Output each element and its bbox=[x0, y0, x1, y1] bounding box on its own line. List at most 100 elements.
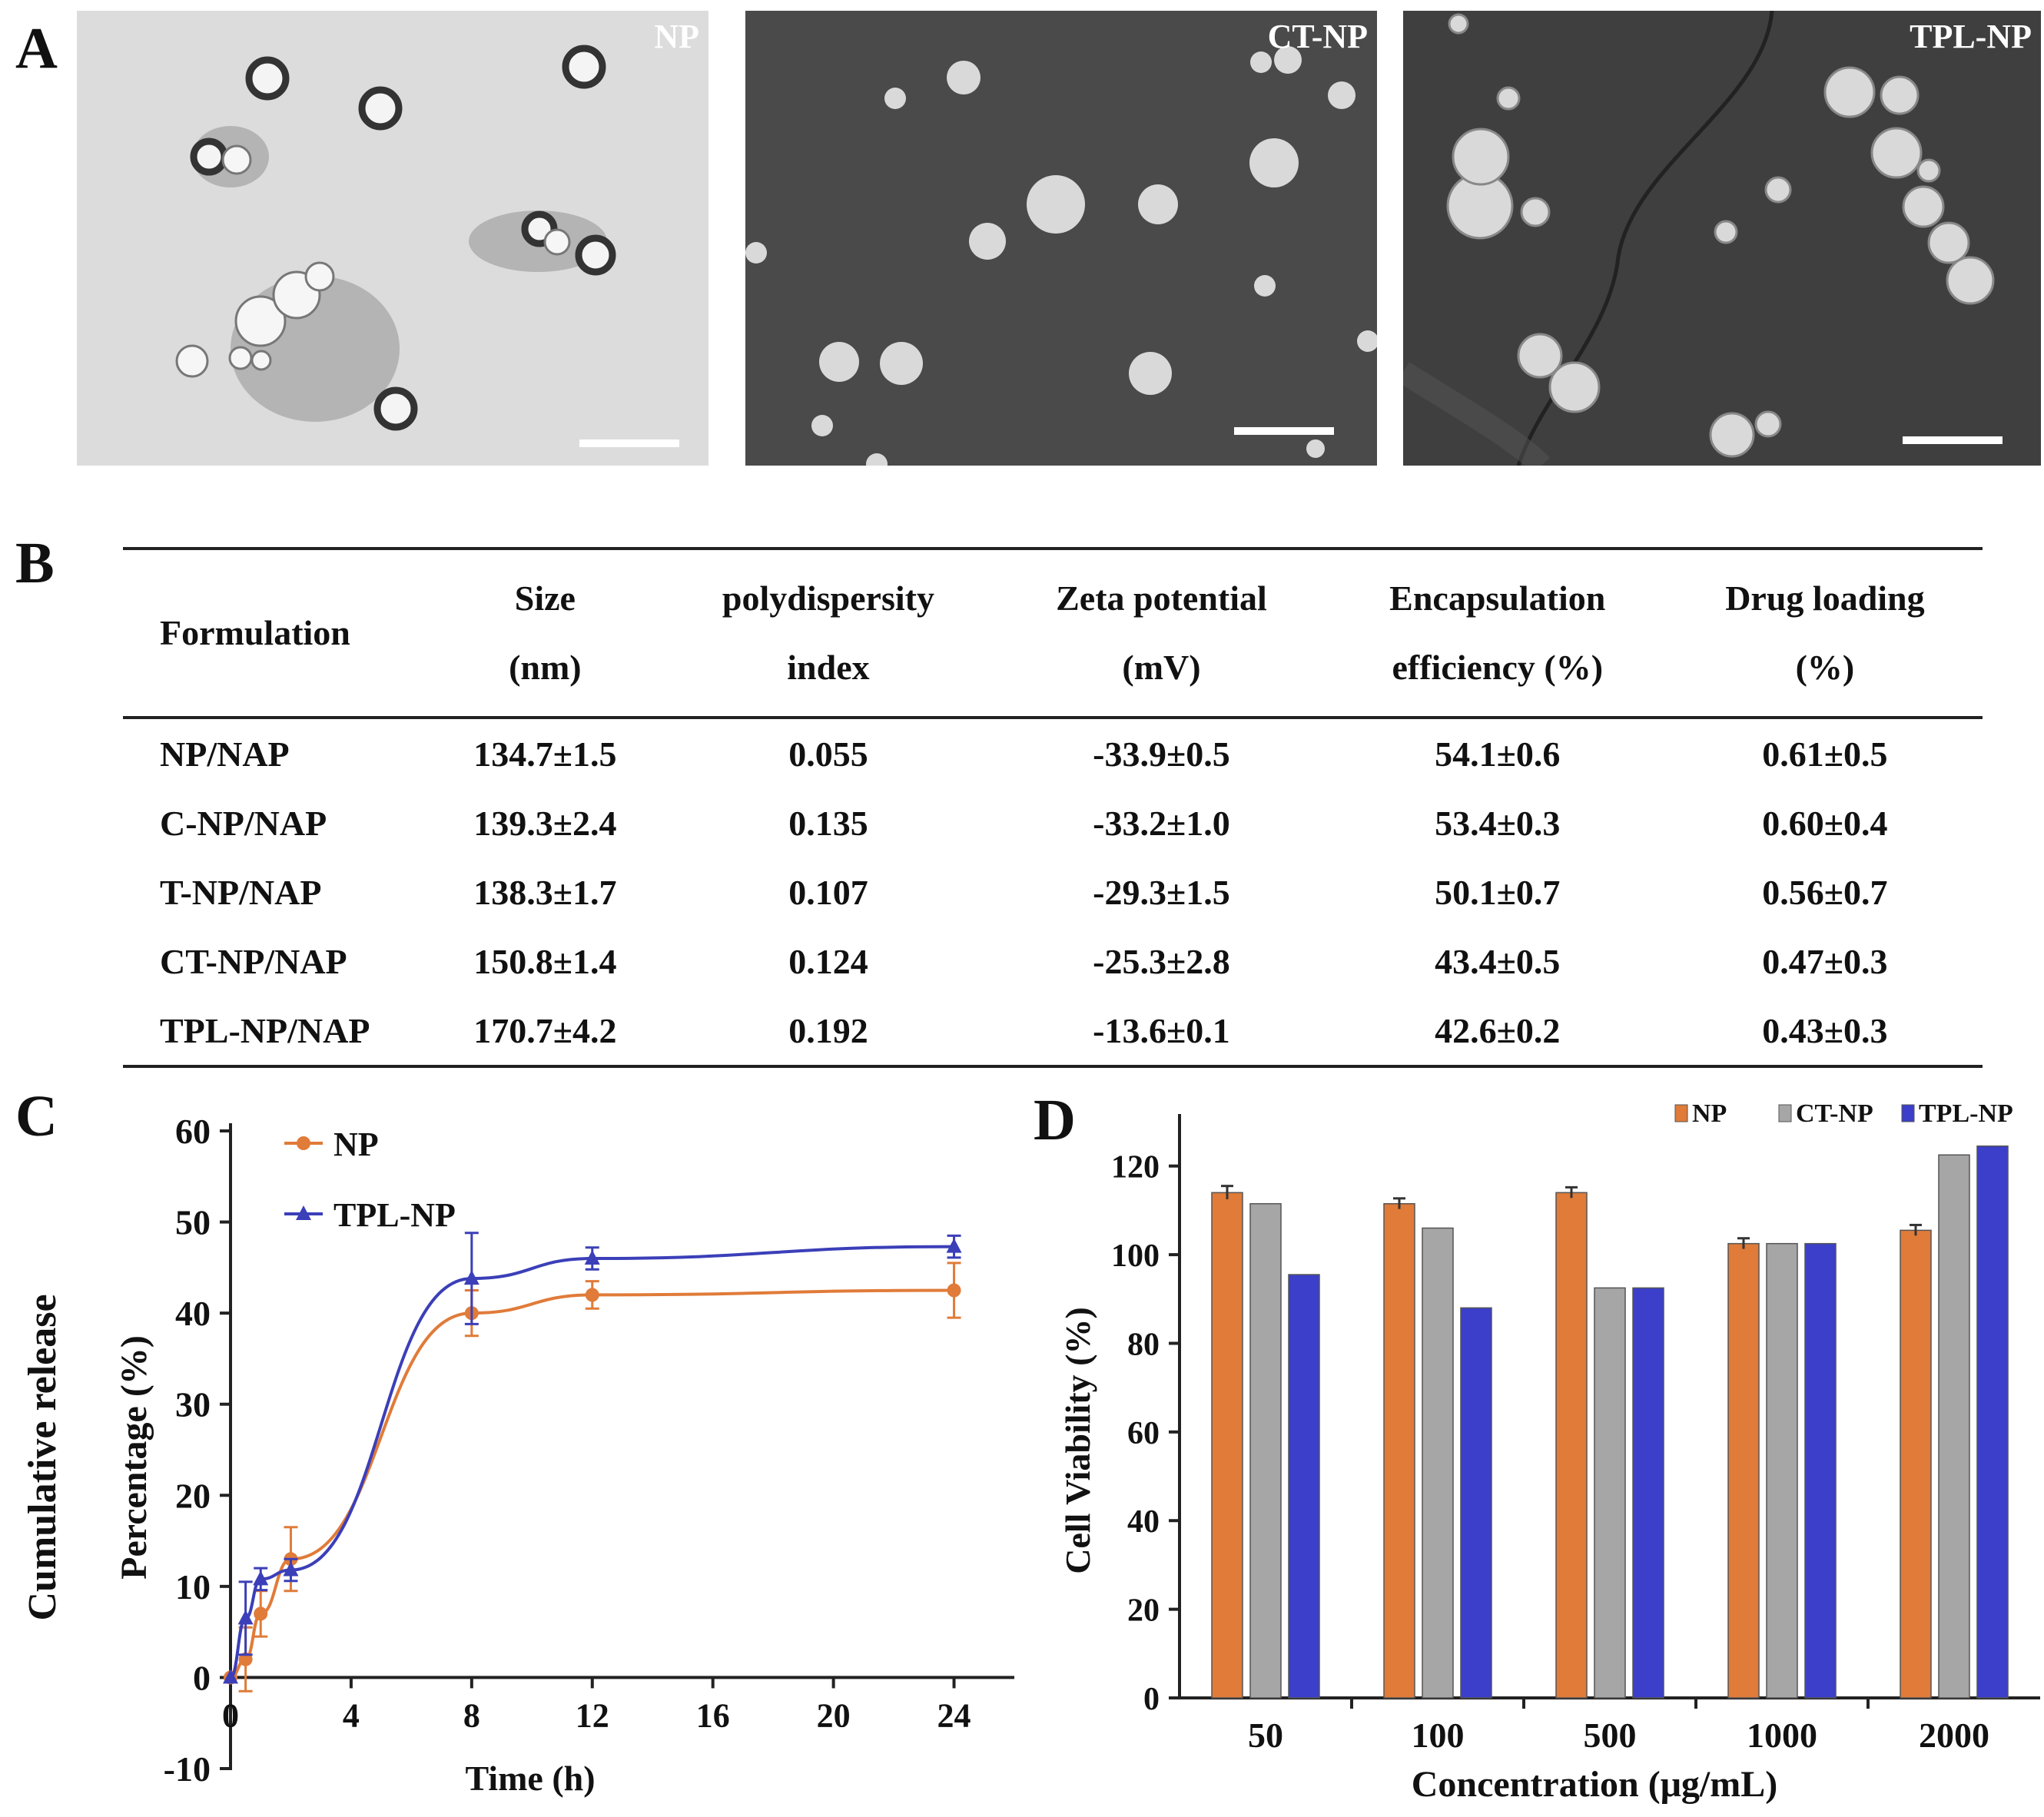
table-cell: -13.6±0.1 bbox=[1093, 1010, 1230, 1050]
bar-np bbox=[1383, 1202, 1415, 1699]
bar-tpl-np bbox=[1460, 1307, 1492, 1699]
table-cell: 0.135 bbox=[788, 803, 868, 843]
header-pdi: polydispersity index bbox=[662, 549, 996, 718]
bar-ct-np bbox=[1594, 1287, 1626, 1699]
legend-swatch bbox=[1901, 1104, 1915, 1122]
formulation-table: Formulation Size (nm) polydispersity index… bbox=[123, 547, 1983, 1068]
bar-tpl-np bbox=[1288, 1274, 1320, 1699]
y-tick-label: 20 bbox=[1127, 1593, 1160, 1629]
table-cell: 50.1±0.7 bbox=[1435, 872, 1561, 912]
table-cell: -33.9±0.5 bbox=[1093, 734, 1230, 774]
release-chart: -10 0 10 20 30 40 50 60 0 4 8 12 16 20 24 Time (h) Perce… bbox=[0, 1091, 1030, 1813]
viability-chart: 0 20 40 60 80 100 120 50 100 500 1000 2000 Concentra… bbox=[1030, 1091, 2044, 1813]
table-cell: 0.61±0.5 bbox=[1762, 734, 1888, 774]
table-row: T-NP/NAP 138.3±1.7 0.107 -29.3±1.5 50.1±… bbox=[123, 857, 1983, 927]
data-point bbox=[584, 1250, 600, 1265]
header-text: (mV) bbox=[1122, 648, 1201, 687]
legend-label: TPL-NP bbox=[333, 1196, 456, 1234]
header-size: Size (nm) bbox=[429, 549, 662, 718]
data-point bbox=[283, 1561, 299, 1577]
header-text: (nm) bbox=[509, 648, 582, 687]
table-cell: 139.3±2.4 bbox=[473, 803, 617, 843]
header-text: polydispersity bbox=[722, 579, 934, 618]
table-cell: 53.4±0.3 bbox=[1435, 803, 1561, 843]
tem-micrograph-tpl-np bbox=[1403, 11, 2041, 466]
tem-micrograph-np bbox=[77, 11, 708, 466]
y-tick-label: 120 bbox=[1111, 1150, 1160, 1185]
x-tick-label: 20 bbox=[817, 1696, 851, 1734]
data-point bbox=[223, 1669, 238, 1684]
data-point bbox=[463, 1270, 479, 1285]
header-text: Size bbox=[514, 579, 576, 618]
table-cell: 170.7±4.2 bbox=[473, 1010, 617, 1050]
tem-label-np: NP bbox=[654, 18, 699, 55]
y-tick-label: 60 bbox=[175, 1112, 211, 1151]
table-cell: TPL-NP/NAP bbox=[160, 1010, 370, 1050]
x-axis-label: Time (h) bbox=[465, 1759, 595, 1798]
header-text: index bbox=[787, 648, 870, 687]
table-cell: T-NP/NAP bbox=[160, 872, 322, 912]
legend-label: NP bbox=[333, 1126, 379, 1163]
viability-chart-svg: 0 20 40 60 80 100 120 50 100 500 1000 2000 Concentra… bbox=[1058, 1099, 2040, 1805]
table-cell: 0.192 bbox=[788, 1010, 868, 1050]
table-cell: 0.107 bbox=[788, 872, 868, 912]
bar-ct-np bbox=[1422, 1227, 1454, 1699]
y-tick-label: 40 bbox=[1127, 1504, 1160, 1540]
y-axis-label: Percentage (%) bbox=[114, 1335, 154, 1580]
legend-swatch bbox=[1778, 1104, 1792, 1122]
table-row: C-NP/NAP 139.3±2.4 0.135 -33.2±1.0 53.4±… bbox=[123, 788, 1983, 857]
table-cell: 0.60±0.4 bbox=[1762, 803, 1888, 843]
table-row: CT-NP/NAP 150.8±1.4 0.124 -25.3±2.8 43.4… bbox=[123, 927, 1983, 996]
header-text: Zeta potential bbox=[1056, 579, 1267, 618]
scale-bar bbox=[579, 439, 679, 447]
header-encapsulation: Encapsulation efficiency (%) bbox=[1328, 549, 1667, 718]
table-cell: -29.3±1.5 bbox=[1093, 872, 1230, 912]
scale-bar bbox=[1234, 427, 1334, 435]
x-tick-label: 4 bbox=[343, 1696, 360, 1734]
table-cell: 0.055 bbox=[788, 734, 868, 774]
panel-label-a: A bbox=[15, 16, 58, 81]
table-cell: -33.2±1.0 bbox=[1093, 803, 1230, 843]
data-point bbox=[946, 1238, 962, 1253]
panel-label-b: B bbox=[15, 531, 55, 595]
scale-bar bbox=[1903, 436, 2003, 444]
y-axis-outer-label: Cumulative release bbox=[21, 1294, 65, 1620]
x-tick-label: 24 bbox=[937, 1696, 971, 1734]
y-tick-label: 10 bbox=[175, 1567, 211, 1606]
panel-label-c: C bbox=[15, 1084, 58, 1149]
series-line-np bbox=[230, 1288, 954, 1679]
header-text: efficiency (%) bbox=[1392, 648, 1604, 687]
data-point bbox=[254, 1606, 268, 1621]
y-tick-label: 20 bbox=[175, 1476, 211, 1515]
table-cell: 138.3±1.7 bbox=[473, 872, 617, 912]
x-tick-label: 50 bbox=[1248, 1716, 1283, 1755]
legend-label: NP bbox=[1692, 1099, 1727, 1128]
tem-label-ct-np: CT-NP bbox=[1267, 18, 1368, 55]
legend-swatch bbox=[1674, 1104, 1688, 1122]
table-cell: 134.7±1.5 bbox=[473, 734, 617, 774]
table-cell: C-NP/NAP bbox=[160, 803, 327, 843]
y-tick-label: 100 bbox=[1111, 1238, 1160, 1274]
legend-label: CT-NP bbox=[1796, 1099, 1873, 1128]
x-axis-label: Concentration (μg/mL) bbox=[1412, 1764, 1777, 1805]
data-point bbox=[253, 1570, 269, 1586]
header-text: Formulation bbox=[160, 613, 350, 652]
bar-ct-np bbox=[1766, 1242, 1798, 1699]
header-zeta: Zeta potential (mV) bbox=[995, 549, 1328, 718]
table-cell: -25.3±2.8 bbox=[1093, 941, 1230, 981]
bar-tpl-np bbox=[1804, 1242, 1837, 1699]
table-row: NP/NAP 134.7±1.5 0.055 -33.9±0.5 54.1±0.… bbox=[123, 718, 1983, 788]
bar-np bbox=[1900, 1229, 1932, 1699]
tem-image-tpl-np: TPL-NP bbox=[1403, 11, 2041, 466]
y-tick-label: 80 bbox=[1127, 1327, 1160, 1362]
table-cell: 54.1±0.6 bbox=[1435, 734, 1561, 774]
header-text: Drug loading bbox=[1725, 579, 1925, 618]
table-cell: NP/NAP bbox=[160, 734, 290, 774]
y-tick-label: 50 bbox=[175, 1203, 211, 1242]
release-chart-svg: -10 0 10 20 30 40 50 60 0 4 8 12 16 20 24 Time (h) Perce… bbox=[21, 1112, 1014, 1798]
y-tick-label: 40 bbox=[175, 1294, 211, 1333]
table-cell: 0.124 bbox=[788, 941, 868, 981]
table-cell: 150.8±1.4 bbox=[473, 941, 617, 981]
data-point bbox=[585, 1288, 599, 1302]
table-cell: 0.56±0.7 bbox=[1762, 872, 1888, 912]
